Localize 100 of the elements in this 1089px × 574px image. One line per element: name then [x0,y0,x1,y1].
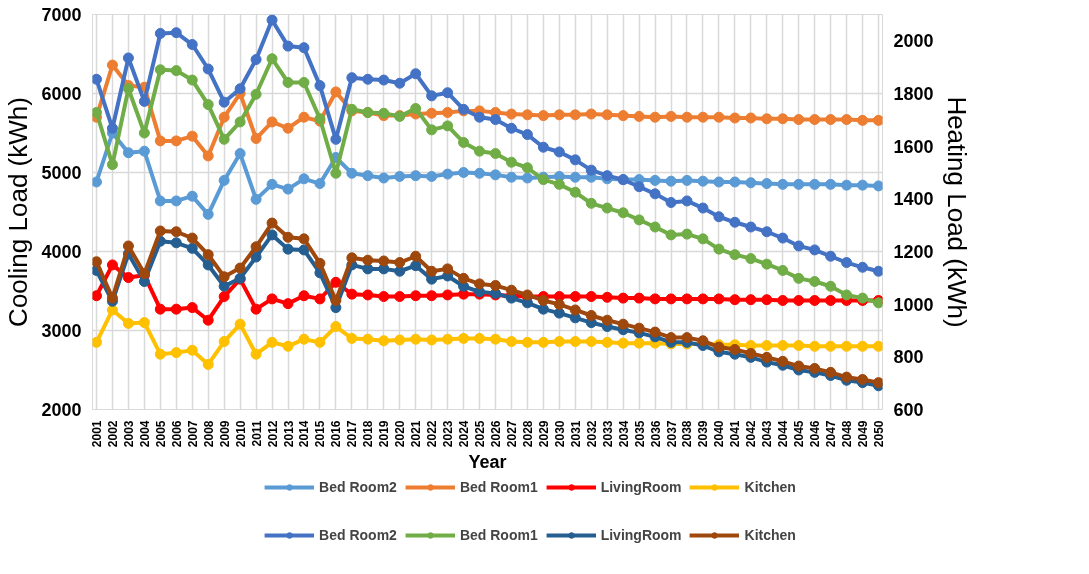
x-tick-label: 2047 [824,420,839,448]
point [458,272,470,284]
point [202,208,214,220]
point [458,136,470,148]
point [170,195,182,207]
x-tick-label: 2037 [664,420,679,448]
x-tick-label: 2001 [89,420,104,448]
x-tick-label: 2040 [712,420,727,448]
point [186,242,198,254]
point [410,290,422,302]
point [458,167,470,178]
point [394,291,406,303]
point [713,176,725,188]
point [633,292,645,304]
point [154,225,166,237]
point [234,262,246,274]
point [793,294,805,306]
point [553,298,565,310]
point [410,103,422,114]
point [489,148,501,160]
y-tick-label: 5000 [41,163,82,183]
point [793,360,805,372]
point [186,344,198,356]
x-tick-label: 2018 [361,420,376,448]
point [745,221,757,233]
point [681,228,693,240]
point [474,111,486,123]
point [569,154,581,166]
point [777,340,789,351]
x-tick-label: 2036 [648,420,663,448]
point [633,181,645,193]
legend-label: LivingRoom [600,527,682,543]
point [809,114,821,126]
point [314,257,326,269]
point [585,336,597,348]
point [218,336,230,348]
point [569,186,581,198]
point [282,183,294,195]
legend-label: Bed Room2 [319,527,397,543]
y2-tick-label: 1400 [893,189,934,210]
point [697,175,709,187]
point [282,243,294,255]
point [250,303,262,315]
x-tick-label: 2029 [536,420,551,448]
point [314,178,326,190]
point [122,317,134,329]
point [266,116,278,128]
point [202,63,214,75]
point [841,289,853,301]
point [154,303,166,315]
x-tick-label: 2038 [680,420,695,448]
point [569,109,581,121]
point [489,169,501,181]
x-tick-label: 2033 [600,420,615,448]
point [138,145,150,157]
point [138,127,150,139]
point [170,226,182,238]
point [665,110,677,122]
point [809,178,821,190]
point [234,318,246,330]
point [761,340,773,351]
point [857,373,869,385]
point [697,233,709,245]
point [362,254,374,266]
x-tick-label: 2046 [808,420,823,448]
point [394,257,406,269]
point [170,27,182,39]
point [250,54,262,66]
point [665,229,677,241]
point [474,278,486,290]
point [585,310,597,321]
point [426,265,438,277]
point [218,174,230,186]
x-tick-label: 2027 [504,420,519,448]
y-axis-title: Cooling Load (kWh) [3,97,34,327]
point [745,177,757,189]
point [106,259,118,271]
y2-tick-label: 800 [893,347,924,368]
point [569,171,581,183]
point [841,257,853,269]
point [505,122,517,134]
legend-label: Bed Room1 [459,527,538,543]
point [92,106,102,118]
point [218,280,230,292]
point [122,147,134,159]
point [761,113,773,125]
y-tick-label: 2000 [41,400,82,420]
point [314,336,326,348]
point [649,326,661,338]
legend-label: LivingRoom [600,479,682,495]
point [713,111,725,123]
point [106,159,118,171]
point [298,42,310,54]
x-tick-label: 2048 [840,420,855,448]
x-tick-label: 2028 [520,420,535,448]
point [601,336,613,348]
point [154,64,166,76]
point [218,96,230,108]
x-tick-label: 2002 [105,420,120,448]
point [665,332,677,344]
